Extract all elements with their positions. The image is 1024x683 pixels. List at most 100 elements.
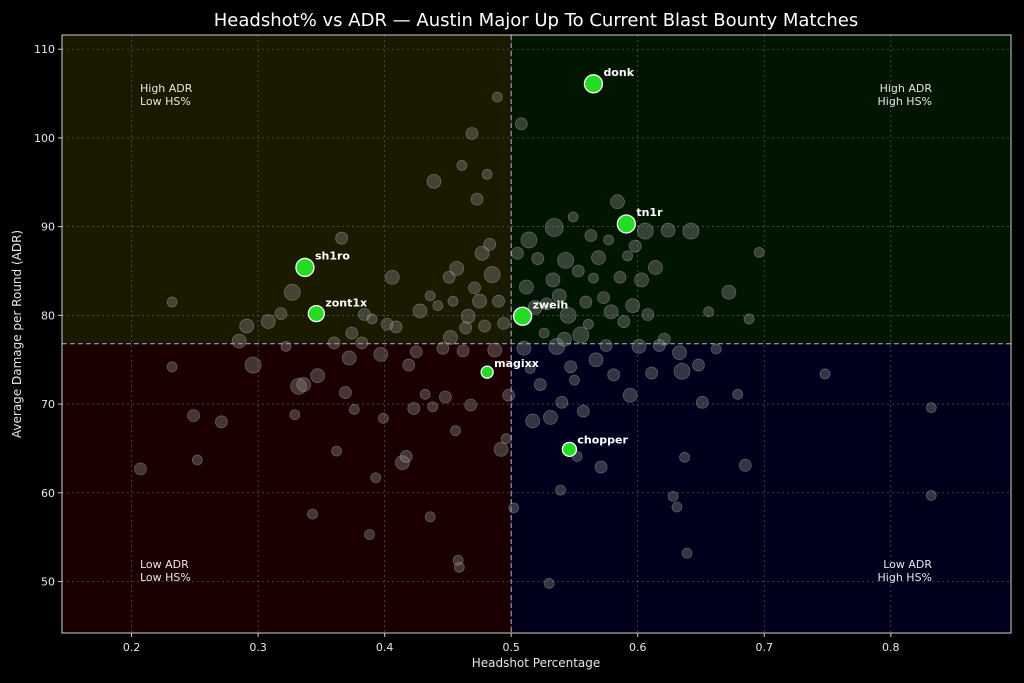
player-point (538, 327, 550, 339)
reference-lines (62, 35, 1011, 633)
quadrant-label: High HS% (878, 95, 932, 108)
plot-frame (61, 34, 1012, 634)
player-point (544, 218, 564, 237)
player-name-label: sh1ro (315, 249, 350, 262)
player-point (525, 413, 541, 429)
player-point (753, 246, 765, 258)
x-tick-label: 0.7 (756, 641, 774, 654)
x-tick-label: 0.8 (882, 641, 900, 654)
player-point (516, 340, 532, 356)
player-point (667, 490, 679, 502)
player-point (492, 294, 505, 308)
player-point (657, 332, 671, 346)
player-point (453, 561, 465, 573)
player-point (187, 409, 200, 423)
player-point (617, 315, 631, 328)
player-point (394, 455, 410, 471)
player-point (607, 368, 621, 382)
highlighted-player-point (561, 441, 578, 457)
player-point (555, 395, 569, 409)
quadrant-label: Low ADR (140, 558, 189, 571)
highlighted-player-point (512, 306, 533, 326)
player-point (622, 250, 634, 262)
player-point (452, 554, 464, 566)
player-name-label: tn1r (636, 206, 663, 219)
player-point (511, 246, 524, 260)
quadrant-label: Low ADR (883, 558, 932, 571)
player-point (260, 314, 276, 329)
player-point (191, 454, 203, 466)
x-tick-label: 0.3 (249, 641, 267, 654)
player-point (166, 296, 178, 308)
player-point (470, 192, 484, 206)
player-point (280, 341, 292, 352)
player-point (432, 300, 444, 312)
quadrant-label: High ADR (140, 82, 193, 95)
player-point (721, 284, 737, 300)
player-name-label: zont1x (325, 297, 367, 310)
player-point (483, 237, 497, 251)
player-point (543, 410, 558, 425)
player-point (290, 377, 308, 395)
player-point (564, 360, 578, 374)
player-point (673, 362, 691, 380)
quadrant-label: Low HS% (140, 571, 191, 584)
player-point (442, 270, 456, 284)
player-point (502, 388, 516, 402)
player-point (625, 298, 641, 314)
player-point (412, 303, 428, 319)
player-point (925, 490, 937, 501)
player-point (402, 358, 416, 372)
player-point (603, 304, 619, 320)
player-point (555, 484, 566, 496)
player-point (703, 306, 714, 318)
player-point (335, 231, 349, 245)
player-point (370, 472, 382, 484)
player-point (603, 234, 615, 246)
player-point (424, 290, 436, 302)
player-name-label: magixx (494, 357, 539, 370)
player-point (579, 295, 593, 309)
player-name-label: zweih (533, 298, 569, 311)
x-axis-label: Headshot Percentage (472, 656, 601, 670)
player-point (679, 451, 690, 463)
player-point (384, 269, 400, 285)
quadrant-label: High ADR (880, 82, 933, 95)
player-point (582, 318, 594, 330)
player-point (533, 378, 547, 391)
player-point (407, 402, 421, 415)
player-point (514, 117, 528, 131)
player-point (459, 321, 473, 335)
player-point (556, 331, 572, 347)
player-point (465, 127, 479, 140)
player-point (925, 402, 937, 414)
player-point (427, 401, 439, 413)
player-point (166, 361, 178, 373)
player-point (636, 222, 654, 240)
player-point (464, 398, 478, 412)
player-point (283, 283, 301, 301)
y-tick-label: 70 (41, 398, 55, 411)
x-tick-label: 0.5 (502, 641, 520, 654)
player-point (597, 291, 610, 305)
player-point (307, 508, 318, 520)
player-point (743, 313, 755, 325)
highlighted-player-point (583, 74, 604, 94)
player-point (296, 377, 312, 392)
player-point (572, 326, 590, 344)
player-name-label: chopper (577, 433, 628, 446)
player-point (331, 445, 342, 457)
player-point (545, 272, 561, 288)
player-point (559, 306, 577, 324)
player-point (571, 264, 585, 278)
player-point (491, 91, 503, 103)
player-point (551, 288, 567, 304)
highlighted-player-point (480, 365, 494, 379)
y-tick-label: 110 (34, 43, 55, 56)
player-point (594, 460, 608, 474)
y-tick-label: 50 (41, 576, 55, 589)
player-point (449, 260, 465, 276)
player-point (380, 317, 394, 331)
